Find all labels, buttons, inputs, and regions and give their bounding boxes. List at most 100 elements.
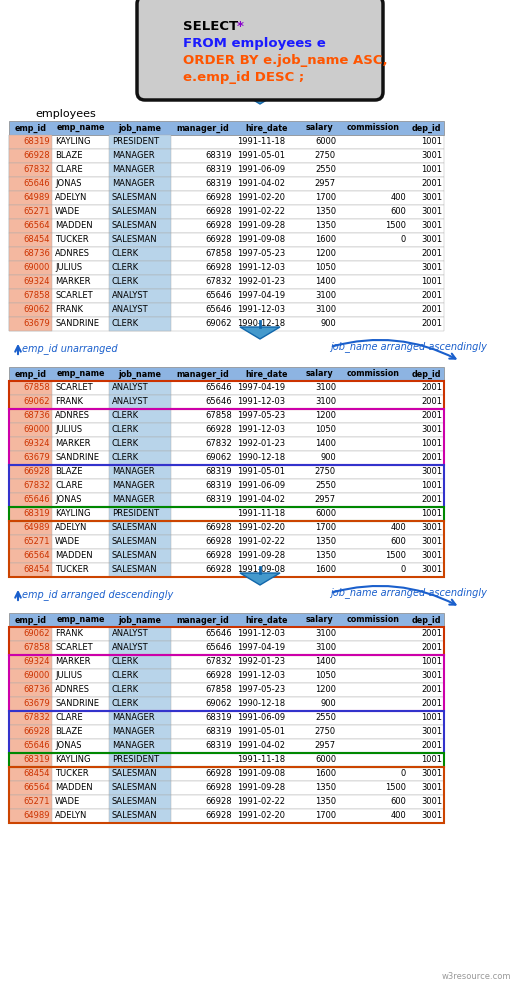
Text: 69062: 69062 xyxy=(23,398,50,406)
Text: 1991-02-20: 1991-02-20 xyxy=(237,812,285,821)
Text: 66928: 66928 xyxy=(205,221,232,230)
Text: dep_id: dep_id xyxy=(411,123,441,133)
Text: 1997-05-23: 1997-05-23 xyxy=(237,250,286,259)
FancyBboxPatch shape xyxy=(137,0,383,100)
Text: 67832: 67832 xyxy=(205,657,232,666)
Bar xyxy=(109,317,171,331)
Bar xyxy=(9,641,52,655)
Text: 67858: 67858 xyxy=(23,384,50,393)
Polygon shape xyxy=(240,573,280,585)
Text: 1991-11-18: 1991-11-18 xyxy=(237,138,285,147)
Bar xyxy=(9,683,52,697)
Text: 69324: 69324 xyxy=(23,277,50,286)
Bar xyxy=(109,697,171,711)
Text: 1001: 1001 xyxy=(421,481,442,490)
Text: 63679: 63679 xyxy=(23,320,50,329)
Text: ORDER BY e.job_name ASC,: ORDER BY e.job_name ASC, xyxy=(183,54,388,67)
Text: MADDEN: MADDEN xyxy=(55,551,93,561)
Text: 65271: 65271 xyxy=(23,797,50,807)
Bar xyxy=(9,725,444,739)
Text: 2001: 2001 xyxy=(421,398,442,406)
Text: TUCKER: TUCKER xyxy=(55,235,89,244)
Text: 68736: 68736 xyxy=(23,686,50,695)
Bar xyxy=(9,395,52,409)
Bar xyxy=(109,479,171,493)
Bar xyxy=(9,317,52,331)
Text: 68736: 68736 xyxy=(23,250,50,259)
Bar xyxy=(109,233,171,247)
Bar xyxy=(109,655,171,669)
Text: manager_id: manager_id xyxy=(176,123,229,133)
Bar xyxy=(109,725,171,739)
Text: MARKER: MARKER xyxy=(55,657,91,666)
Text: 1997-05-23: 1997-05-23 xyxy=(237,411,286,420)
Text: 1991-02-22: 1991-02-22 xyxy=(237,208,285,216)
Text: 1991-09-28: 1991-09-28 xyxy=(237,783,285,792)
Text: 2001: 2001 xyxy=(421,742,442,751)
Text: 1991-09-28: 1991-09-28 xyxy=(237,551,285,561)
Text: 68319: 68319 xyxy=(205,179,232,189)
Text: SALESMAN: SALESMAN xyxy=(112,812,158,821)
Text: 400: 400 xyxy=(390,194,406,203)
Text: 2957: 2957 xyxy=(315,496,336,505)
Text: 68319: 68319 xyxy=(205,727,232,736)
Text: 1997-04-19: 1997-04-19 xyxy=(237,291,285,300)
Bar xyxy=(109,395,171,409)
Text: 2957: 2957 xyxy=(315,179,336,189)
Bar xyxy=(9,507,444,521)
Text: 600: 600 xyxy=(390,797,406,807)
Text: 69062: 69062 xyxy=(23,305,50,315)
Text: 1992-01-23: 1992-01-23 xyxy=(237,277,285,286)
Bar xyxy=(9,563,444,577)
Text: *: * xyxy=(237,20,244,33)
Text: job_name arranged ascendingly: job_name arranged ascendingly xyxy=(330,587,487,598)
Bar xyxy=(109,177,171,191)
Text: 3001: 3001 xyxy=(421,467,442,476)
Text: commission: commission xyxy=(346,124,400,133)
Text: ANALYST: ANALYST xyxy=(112,644,148,652)
Bar xyxy=(9,563,52,577)
Bar xyxy=(9,655,444,711)
Bar xyxy=(9,163,444,177)
Text: commission: commission xyxy=(346,370,400,379)
Text: emp_id: emp_id xyxy=(15,615,46,625)
Bar xyxy=(9,683,444,697)
Bar xyxy=(9,219,444,233)
Text: SANDRINE: SANDRINE xyxy=(55,320,99,329)
Text: CLERK: CLERK xyxy=(112,320,139,329)
Text: 2001: 2001 xyxy=(421,250,442,259)
Text: 1700: 1700 xyxy=(315,194,336,203)
Bar xyxy=(9,409,444,465)
Text: dep_id: dep_id xyxy=(411,369,441,379)
Text: 69000: 69000 xyxy=(23,671,50,681)
Text: 1991-12-03: 1991-12-03 xyxy=(237,264,285,273)
Text: 1200: 1200 xyxy=(315,250,336,259)
Text: ADELYN: ADELYN xyxy=(55,812,88,821)
Text: 65646: 65646 xyxy=(205,644,232,652)
Text: BLAZE: BLAZE xyxy=(55,467,82,476)
Text: 3100: 3100 xyxy=(315,398,336,406)
Text: CLERK: CLERK xyxy=(112,264,139,273)
Bar xyxy=(109,521,171,535)
Bar xyxy=(9,247,444,261)
Text: 1997-05-23: 1997-05-23 xyxy=(237,686,286,695)
Text: 1991-02-20: 1991-02-20 xyxy=(237,523,285,532)
Text: SELECT: SELECT xyxy=(183,20,243,33)
Bar xyxy=(109,261,171,275)
Text: emp_id arranged descendingly: emp_id arranged descendingly xyxy=(22,589,173,600)
Bar xyxy=(9,613,444,627)
Bar xyxy=(9,655,444,669)
Text: 68454: 68454 xyxy=(23,769,50,778)
Bar xyxy=(9,317,444,331)
Text: 67832: 67832 xyxy=(23,165,50,174)
Text: 67832: 67832 xyxy=(205,277,232,286)
Text: 66564: 66564 xyxy=(23,221,50,230)
Text: 2001: 2001 xyxy=(421,630,442,639)
Text: SALESMAN: SALESMAN xyxy=(112,551,158,561)
Text: 2550: 2550 xyxy=(315,713,336,722)
Bar xyxy=(9,423,52,437)
Text: salary: salary xyxy=(305,124,333,133)
Text: 1400: 1400 xyxy=(315,440,336,449)
Bar xyxy=(9,753,444,767)
Text: 6000: 6000 xyxy=(315,510,336,519)
